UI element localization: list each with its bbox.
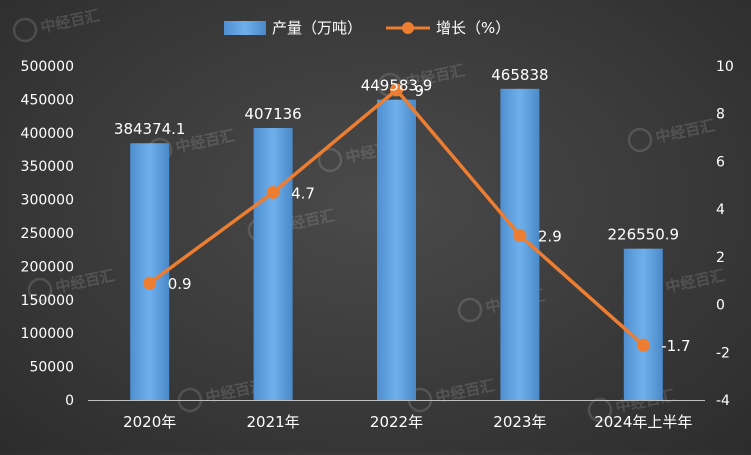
watermark-text: 中经百汇 bbox=[434, 376, 496, 406]
y-right-tick-label: -2 bbox=[716, 345, 730, 361]
zhongjing-logo-icon bbox=[407, 387, 433, 413]
y-right-tick-label: -4 bbox=[716, 393, 730, 409]
x-axis: 2020年 2021年 2022年 2023年 2024年上半年 bbox=[88, 400, 705, 431]
y-left-tick-label: 450000 bbox=[21, 92, 74, 108]
bar bbox=[377, 99, 416, 401]
watermark: 中经百汇 bbox=[407, 376, 496, 413]
bar-data-label: 226550.9 bbox=[608, 226, 680, 244]
line-point bbox=[266, 185, 280, 199]
line-point bbox=[390, 83, 403, 97]
watermark-text: 中经百汇 bbox=[39, 6, 101, 36]
bar bbox=[253, 128, 293, 401]
line-data-label: 4.7 bbox=[291, 184, 315, 202]
line-series bbox=[143, 83, 650, 352]
y-right-tick-label: 4 bbox=[716, 202, 725, 218]
y-left-tick-label: 400000 bbox=[21, 126, 74, 142]
y-left-tick-label: 500000 bbox=[21, 59, 74, 75]
y-right-tick-label: 2 bbox=[716, 250, 725, 266]
y-right-tick-label: 10 bbox=[716, 59, 734, 75]
watermark-text: 中经百汇 bbox=[654, 116, 716, 146]
y-axis-right: -4 -2 0 2 4 6 8 10 bbox=[716, 59, 734, 409]
bar-series bbox=[130, 88, 663, 401]
watermark: 中经百汇 bbox=[177, 376, 266, 413]
zhongjing-logo-icon bbox=[177, 387, 203, 413]
legend-bar-swatch bbox=[224, 21, 266, 35]
watermark: 中经百汇 bbox=[627, 116, 716, 153]
line-data-label: 0.9 bbox=[168, 275, 192, 293]
line-point bbox=[513, 228, 527, 242]
bar bbox=[500, 88, 540, 400]
line-point bbox=[143, 276, 157, 290]
y-left-tick-label: 250000 bbox=[21, 226, 74, 242]
line-point bbox=[636, 338, 650, 352]
y-left-tick-label: 100000 bbox=[21, 326, 74, 342]
zhongjing-logo-icon bbox=[12, 17, 38, 43]
zhongjing-logo-icon bbox=[627, 127, 653, 153]
zhongjing-logo-icon bbox=[587, 397, 613, 423]
watermark-text: 中经百汇 bbox=[664, 266, 726, 296]
y-right-tick-label: 0 bbox=[716, 298, 725, 314]
y-left-tick-label: 300000 bbox=[21, 193, 74, 209]
bar-data-label: 407136 bbox=[244, 105, 301, 123]
zhongjing-logo-icon bbox=[457, 297, 483, 323]
line-data-label: -1.7 bbox=[661, 337, 690, 355]
y-left-tick-label: 50000 bbox=[29, 360, 74, 376]
y-left-tick-label: 0 bbox=[65, 393, 74, 409]
line-data-label: 9 bbox=[415, 82, 425, 100]
y-left-tick-label: 200000 bbox=[21, 259, 74, 275]
y-left-tick-label: 350000 bbox=[21, 159, 74, 175]
zhongjing-logo-icon bbox=[27, 277, 53, 303]
bar-data-label: 465838 bbox=[491, 66, 548, 84]
bar-data-label: 449583.9 bbox=[361, 77, 433, 95]
x-tick-label: 2023年 bbox=[493, 413, 546, 431]
y-axis-left: 0 50000 100000 150000 200000 250000 300000 3500… bbox=[21, 59, 74, 409]
bar bbox=[623, 248, 663, 400]
data-labels: 384374.1 407136 449583.9 465838 226550.9 0.9 4… bbox=[114, 66, 691, 355]
y-right-tick-label: 6 bbox=[716, 154, 725, 170]
x-tick-label: 2024年上半年 bbox=[594, 413, 692, 431]
line-data-label: 2.9 bbox=[538, 227, 562, 245]
x-tick-label: 2021年 bbox=[247, 413, 300, 431]
watermark: 中经百汇 bbox=[12, 6, 101, 43]
y-left-tick-label: 150000 bbox=[21, 293, 74, 309]
bar-data-label: 384374.1 bbox=[114, 120, 186, 138]
legend-bar-label: 产量（万吨） bbox=[272, 19, 362, 37]
x-tick-label: 2020年 bbox=[123, 413, 176, 431]
zhongjing-logo-icon bbox=[377, 72, 403, 98]
legend-line-marker bbox=[402, 22, 414, 34]
y-right-tick-label: 8 bbox=[716, 107, 725, 123]
legend: 产量（万吨） 增长（%） bbox=[224, 19, 510, 37]
x-tick-label: 2022年 bbox=[370, 413, 423, 431]
legend-line-label: 增长（%） bbox=[436, 19, 510, 37]
